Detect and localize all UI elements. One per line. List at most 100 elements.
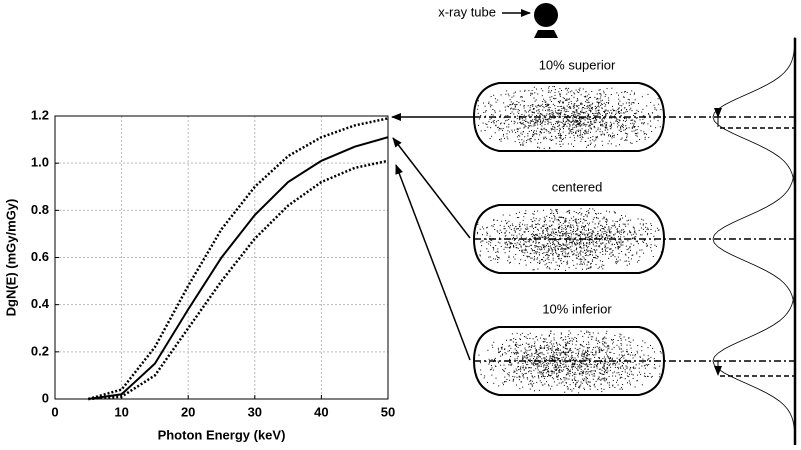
- dot: [572, 114, 574, 116]
- dot: [583, 354, 585, 356]
- dot: [591, 364, 593, 365]
- dot: [546, 359, 548, 361]
- dot: [565, 269, 566, 271]
- dot: [584, 352, 586, 354]
- dot: [576, 110, 578, 112]
- dot: [640, 356, 641, 358]
- dot: [506, 373, 508, 375]
- dot: [600, 93, 602, 95]
- dot: [585, 363, 587, 365]
- y-axis-label: DgN(E) (mGy/mGy): [3, 199, 18, 317]
- dot: [566, 247, 568, 248]
- dot: [613, 234, 615, 236]
- dot: [550, 123, 552, 125]
- dot: [578, 350, 580, 352]
- dot: [516, 115, 518, 117]
- dot: [593, 120, 595, 122]
- dot: [542, 253, 544, 254]
- dot: [553, 381, 555, 383]
- dot: [484, 105, 486, 107]
- dot: [540, 120, 542, 122]
- dot: [560, 258, 562, 260]
- dot: [596, 112, 598, 114]
- dot: [628, 337, 630, 339]
- dot: [624, 260, 626, 262]
- dot: [559, 112, 561, 114]
- dot: [588, 381, 590, 383]
- y-tick-label: 0: [42, 390, 49, 405]
- dot: [582, 112, 584, 114]
- dot: [637, 126, 639, 128]
- dot: [567, 342, 569, 344]
- dot: [510, 261, 511, 263]
- dot: [646, 105, 648, 107]
- dot: [574, 121, 576, 123]
- dot: [563, 125, 564, 127]
- dot: [494, 358, 495, 360]
- dot: [529, 367, 530, 369]
- dot: [581, 358, 583, 360]
- dot: [553, 246, 555, 248]
- dot: [630, 231, 631, 233]
- dot: [596, 364, 598, 365]
- dot: [512, 103, 514, 105]
- dot: [565, 253, 567, 255]
- dot: [580, 227, 582, 228]
- dot: [607, 110, 609, 112]
- dot: [516, 235, 518, 237]
- dot: [585, 381, 587, 383]
- dot: [573, 254, 575, 256]
- dot: [616, 372, 618, 374]
- dot: [581, 372, 583, 374]
- dot: [605, 233, 607, 235]
- dot: [577, 218, 579, 220]
- dot: [604, 380, 606, 382]
- dot: [584, 253, 586, 254]
- dot: [566, 211, 568, 213]
- dot: [608, 347, 610, 349]
- dot: [537, 257, 538, 259]
- dot: [585, 244, 587, 246]
- dot: [571, 245, 573, 247]
- dot: [524, 355, 526, 357]
- dot: [582, 335, 584, 337]
- dot: [542, 232, 544, 234]
- dot: [502, 369, 504, 371]
- dot: [607, 382, 609, 384]
- dot: [533, 125, 535, 127]
- dot: [548, 255, 550, 257]
- dot: [613, 371, 615, 373]
- dot: [639, 119, 641, 121]
- dot: [586, 365, 588, 367]
- dot: [610, 134, 611, 136]
- dot: [569, 384, 571, 386]
- dot: [552, 354, 554, 356]
- dot: [510, 347, 512, 349]
- dot: [568, 99, 570, 100]
- dot: [602, 254, 604, 255]
- dot: [573, 240, 574, 242]
- dot: [561, 224, 563, 226]
- dot: [520, 259, 522, 261]
- dot: [550, 118, 552, 120]
- dot: [585, 111, 587, 113]
- dot: [527, 135, 529, 137]
- dot: [539, 134, 541, 136]
- dot: [552, 86, 554, 87]
- dot: [583, 263, 585, 265]
- dot: [625, 117, 627, 119]
- dot: [513, 123, 515, 125]
- dot: [562, 233, 564, 234]
- dot: [556, 209, 558, 210]
- dot: [620, 241, 622, 243]
- dot: [549, 235, 551, 237]
- dot: [571, 240, 573, 242]
- dot: [549, 242, 551, 244]
- dot: [627, 362, 628, 364]
- dot: [520, 121, 522, 123]
- dot: [630, 123, 632, 125]
- dot: [587, 121, 589, 123]
- dot: [589, 241, 591, 243]
- dot: [587, 210, 589, 212]
- dot: [559, 369, 560, 371]
